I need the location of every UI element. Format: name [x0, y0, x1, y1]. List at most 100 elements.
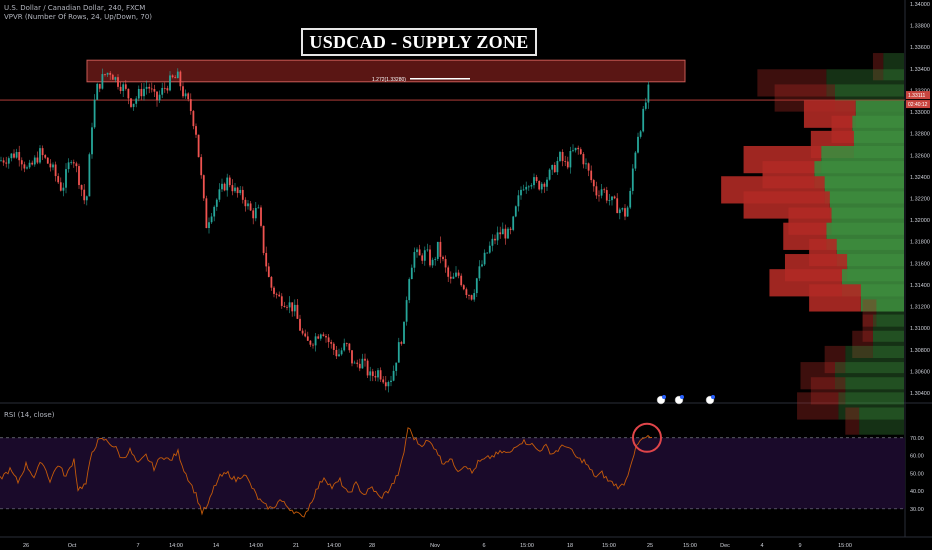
time-tick-label: 15:00 [602, 543, 616, 549]
vp-up-bar [826, 69, 904, 97]
symbol-legend[interactable]: U.S. Dollar / Canadian Dollar, 240, FXCM [4, 4, 146, 12]
candle-body [2, 160, 5, 163]
candle-body [49, 163, 52, 168]
candle-body [23, 164, 26, 169]
candle-body [462, 285, 465, 290]
candle-body [390, 380, 392, 383]
countdown-tag [906, 100, 930, 109]
candle-body [182, 86, 184, 97]
candle-body [130, 98, 132, 107]
time-tick-label: 21 [293, 543, 299, 549]
candle-body [616, 198, 619, 214]
candle-body [572, 150, 574, 152]
candle-body [637, 136, 639, 153]
candle-body [52, 164, 54, 168]
price-tick-label: 1.32600 [910, 153, 930, 159]
candle-body [283, 305, 286, 307]
candle-body [124, 84, 127, 89]
candle-body [598, 195, 600, 197]
candle-body [161, 87, 164, 95]
candle-body [371, 371, 374, 377]
candle-body [514, 206, 517, 217]
candle-body [137, 88, 140, 99]
candle-body [561, 151, 564, 162]
candle-body [611, 196, 613, 201]
candle-body [231, 185, 234, 192]
candle-body [187, 93, 190, 100]
candle-body [418, 249, 421, 256]
candle-body [603, 189, 606, 191]
vp-down-bar [872, 53, 884, 81]
candle-body [13, 153, 15, 158]
candle-body [75, 163, 78, 167]
candle-body [460, 275, 463, 286]
candle-body [501, 228, 504, 235]
time-tick-label: 7 [136, 543, 139, 549]
candle-body [260, 207, 262, 226]
candle-body [343, 343, 346, 351]
candle-body [288, 302, 291, 308]
candle-body [93, 99, 96, 128]
candle-body [59, 182, 62, 191]
candle-body [421, 255, 424, 261]
candle-body [244, 199, 247, 207]
candle-body [436, 241, 439, 259]
candle-body [353, 362, 356, 364]
candle-body [236, 187, 239, 194]
candle-body [577, 147, 580, 150]
candle-body [312, 344, 314, 346]
vp-up-bar [876, 299, 904, 327]
price-tick-label: 1.30800 [910, 348, 930, 354]
candle-body [122, 84, 125, 91]
candle-body [171, 75, 174, 78]
candle-body [213, 206, 216, 217]
candle-body [397, 342, 400, 363]
candle-body [392, 370, 395, 381]
candle-body [520, 189, 522, 196]
vp-down-bar [862, 299, 877, 327]
candle-body [208, 222, 210, 229]
candle-body [613, 196, 616, 199]
vp-up-bar [859, 407, 904, 435]
candle-body [189, 99, 192, 112]
time-axis: 26 Oct 7 14:00 14 14:00 21 14:00 28 Nov 6 15:00 18 15… [23, 543, 852, 549]
candle-body [78, 166, 80, 186]
candle-body [548, 169, 551, 180]
candle-body [65, 169, 67, 188]
candle-body [488, 245, 491, 253]
candle-body [169, 75, 171, 91]
time-tick-label: Oct [68, 543, 77, 549]
candle-body [338, 354, 340, 357]
rsi-legend[interactable]: RSI (14, close) [4, 411, 55, 419]
candle-body [202, 175, 205, 199]
vp-down-bar [757, 69, 827, 97]
candle-body [395, 362, 398, 371]
candle-body [226, 177, 229, 191]
candle-body [559, 151, 561, 161]
candle-body [156, 91, 158, 101]
candle-body [499, 232, 502, 235]
candle-body [140, 88, 143, 97]
candle-body [31, 162, 34, 165]
vp-down-bar [797, 392, 839, 420]
candle-body [44, 155, 47, 158]
rsi-tick-label: 50.00 [910, 471, 924, 477]
chart-title-annotation[interactable]: USDCAD - SUPPLY ZONE [301, 28, 537, 56]
candle-body [465, 289, 468, 296]
candle-body [104, 74, 106, 75]
vp-down-bar [800, 362, 835, 390]
candle-body [176, 71, 179, 79]
candle-body [319, 334, 322, 339]
candle-body [569, 150, 572, 168]
vp-up-bar [872, 330, 904, 358]
price-tick-label: 1.33800 [910, 24, 930, 30]
candle-body [642, 108, 645, 132]
time-tick-label: 25 [647, 543, 653, 549]
last-price-tag [906, 91, 930, 100]
candle-body [527, 186, 530, 188]
candle-body [36, 157, 39, 163]
candle-body [361, 358, 364, 369]
vpvr-legend[interactable]: VPVR (Number Of Rows, 24, Up/Down, 70) [4, 13, 153, 21]
candle-body [449, 276, 452, 279]
candle-body [629, 190, 632, 208]
